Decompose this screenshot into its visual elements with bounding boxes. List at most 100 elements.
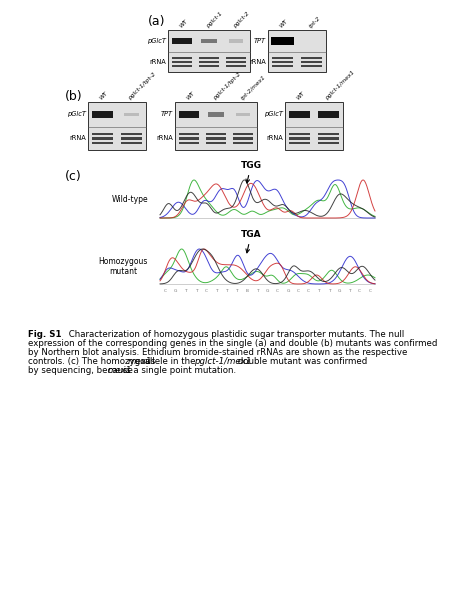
Bar [234, 137, 253, 140]
Bar [168, 30, 250, 72]
Text: G: G [266, 289, 269, 293]
Bar [206, 137, 226, 140]
Bar [226, 57, 246, 59]
Text: T: T [225, 289, 228, 293]
Text: T: T [328, 289, 330, 293]
Bar [301, 65, 322, 67]
Text: by sequencing, because: by sequencing, because [28, 366, 135, 375]
Bar [179, 142, 198, 144]
Text: pglct-1: pglct-1 [206, 11, 224, 29]
Bar [179, 112, 198, 118]
Text: WT: WT [185, 91, 195, 101]
Text: allele in the: allele in the [142, 357, 198, 366]
Bar [206, 133, 226, 136]
Text: G: G [174, 289, 177, 293]
Bar [234, 142, 253, 144]
Text: mex1: mex1 [128, 357, 152, 366]
Text: TPT: TPT [161, 112, 173, 118]
Bar [121, 133, 142, 136]
Text: rRNA: rRNA [149, 59, 166, 65]
Text: B: B [246, 289, 248, 293]
Text: rRNA: rRNA [249, 59, 266, 65]
Text: rRNA: rRNA [156, 136, 173, 142]
Bar [318, 133, 339, 136]
Text: (c): (c) [65, 170, 82, 183]
Text: T: T [348, 289, 351, 293]
Bar [172, 61, 192, 63]
Text: C: C [276, 289, 279, 293]
Text: pglct-1/mex1: pglct-1/mex1 [325, 70, 356, 101]
Bar [289, 137, 310, 140]
Text: rRNA: rRNA [266, 136, 283, 142]
Bar [289, 133, 310, 136]
Text: T: T [235, 289, 238, 293]
Text: G: G [286, 289, 290, 293]
Bar [301, 61, 322, 63]
Bar [92, 133, 113, 136]
Text: mex1: mex1 [108, 366, 131, 375]
Bar [230, 39, 243, 43]
Bar [92, 142, 113, 144]
Text: G: G [338, 289, 341, 293]
Text: pglct-1/tpt-2: pglct-1/tpt-2 [212, 71, 242, 101]
Text: WT: WT [296, 91, 306, 101]
Bar [289, 142, 310, 144]
Text: pglct-1/mex1: pglct-1/mex1 [194, 357, 251, 366]
Text: C: C [369, 289, 371, 293]
Bar [208, 112, 224, 117]
Text: is a single point mutation.: is a single point mutation. [121, 366, 236, 375]
Bar [226, 61, 246, 63]
Text: (b): (b) [65, 90, 83, 103]
Text: double mutant was confirmed: double mutant was confirmed [235, 357, 367, 366]
Bar [92, 137, 113, 140]
Text: TGA: TGA [241, 230, 261, 253]
Text: pglct-1/tpt-2: pglct-1/tpt-2 [128, 71, 158, 101]
Bar [201, 39, 217, 43]
Text: T: T [194, 289, 197, 293]
Text: rRNA: rRNA [69, 136, 86, 142]
Bar [272, 61, 293, 63]
Text: Wild-type: Wild-type [112, 194, 148, 203]
Bar [88, 102, 146, 150]
Bar [121, 142, 142, 144]
Text: Fig. S1: Fig. S1 [28, 330, 62, 339]
Text: tpt-2/mex1: tpt-2/mex1 [240, 74, 266, 101]
Text: WT: WT [279, 19, 289, 29]
Text: T: T [184, 289, 187, 293]
Text: C: C [358, 289, 361, 293]
Bar [172, 38, 192, 44]
Bar [199, 61, 219, 63]
Bar [285, 102, 343, 150]
Text: T: T [215, 289, 218, 293]
Bar [272, 65, 293, 67]
Bar [179, 133, 198, 136]
Bar [121, 137, 142, 140]
Text: C: C [205, 289, 207, 293]
Text: C: C [164, 289, 166, 293]
Text: expression of the corresponding genes in the single (a) and double (b) mutants w: expression of the corresponding genes in… [28, 339, 437, 348]
Bar [268, 30, 326, 72]
Bar [237, 113, 250, 116]
Bar [124, 113, 139, 116]
Bar [175, 102, 257, 150]
Text: tpt-2: tpt-2 [308, 16, 321, 29]
Text: WT: WT [178, 19, 188, 29]
Bar [271, 37, 294, 45]
Text: pglct-2: pglct-2 [233, 11, 251, 29]
Text: C: C [297, 289, 300, 293]
Text: T: T [256, 289, 259, 293]
Bar [318, 142, 339, 144]
Text: pGlcT: pGlcT [264, 112, 283, 118]
Bar [301, 57, 322, 59]
Text: C: C [307, 289, 310, 293]
Bar [318, 112, 339, 118]
Text: pGlcT: pGlcT [147, 38, 166, 44]
Text: TPT: TPT [254, 38, 266, 44]
Bar [289, 112, 310, 118]
Text: by Northern blot analysis. Ethidium bromide-stained rRNAs are shown as the respe: by Northern blot analysis. Ethidium brom… [28, 348, 407, 357]
Text: (a): (a) [148, 15, 166, 28]
Text: pGlcT: pGlcT [67, 112, 86, 118]
Bar [226, 65, 246, 67]
Text: T: T [317, 289, 320, 293]
Bar [199, 65, 219, 67]
